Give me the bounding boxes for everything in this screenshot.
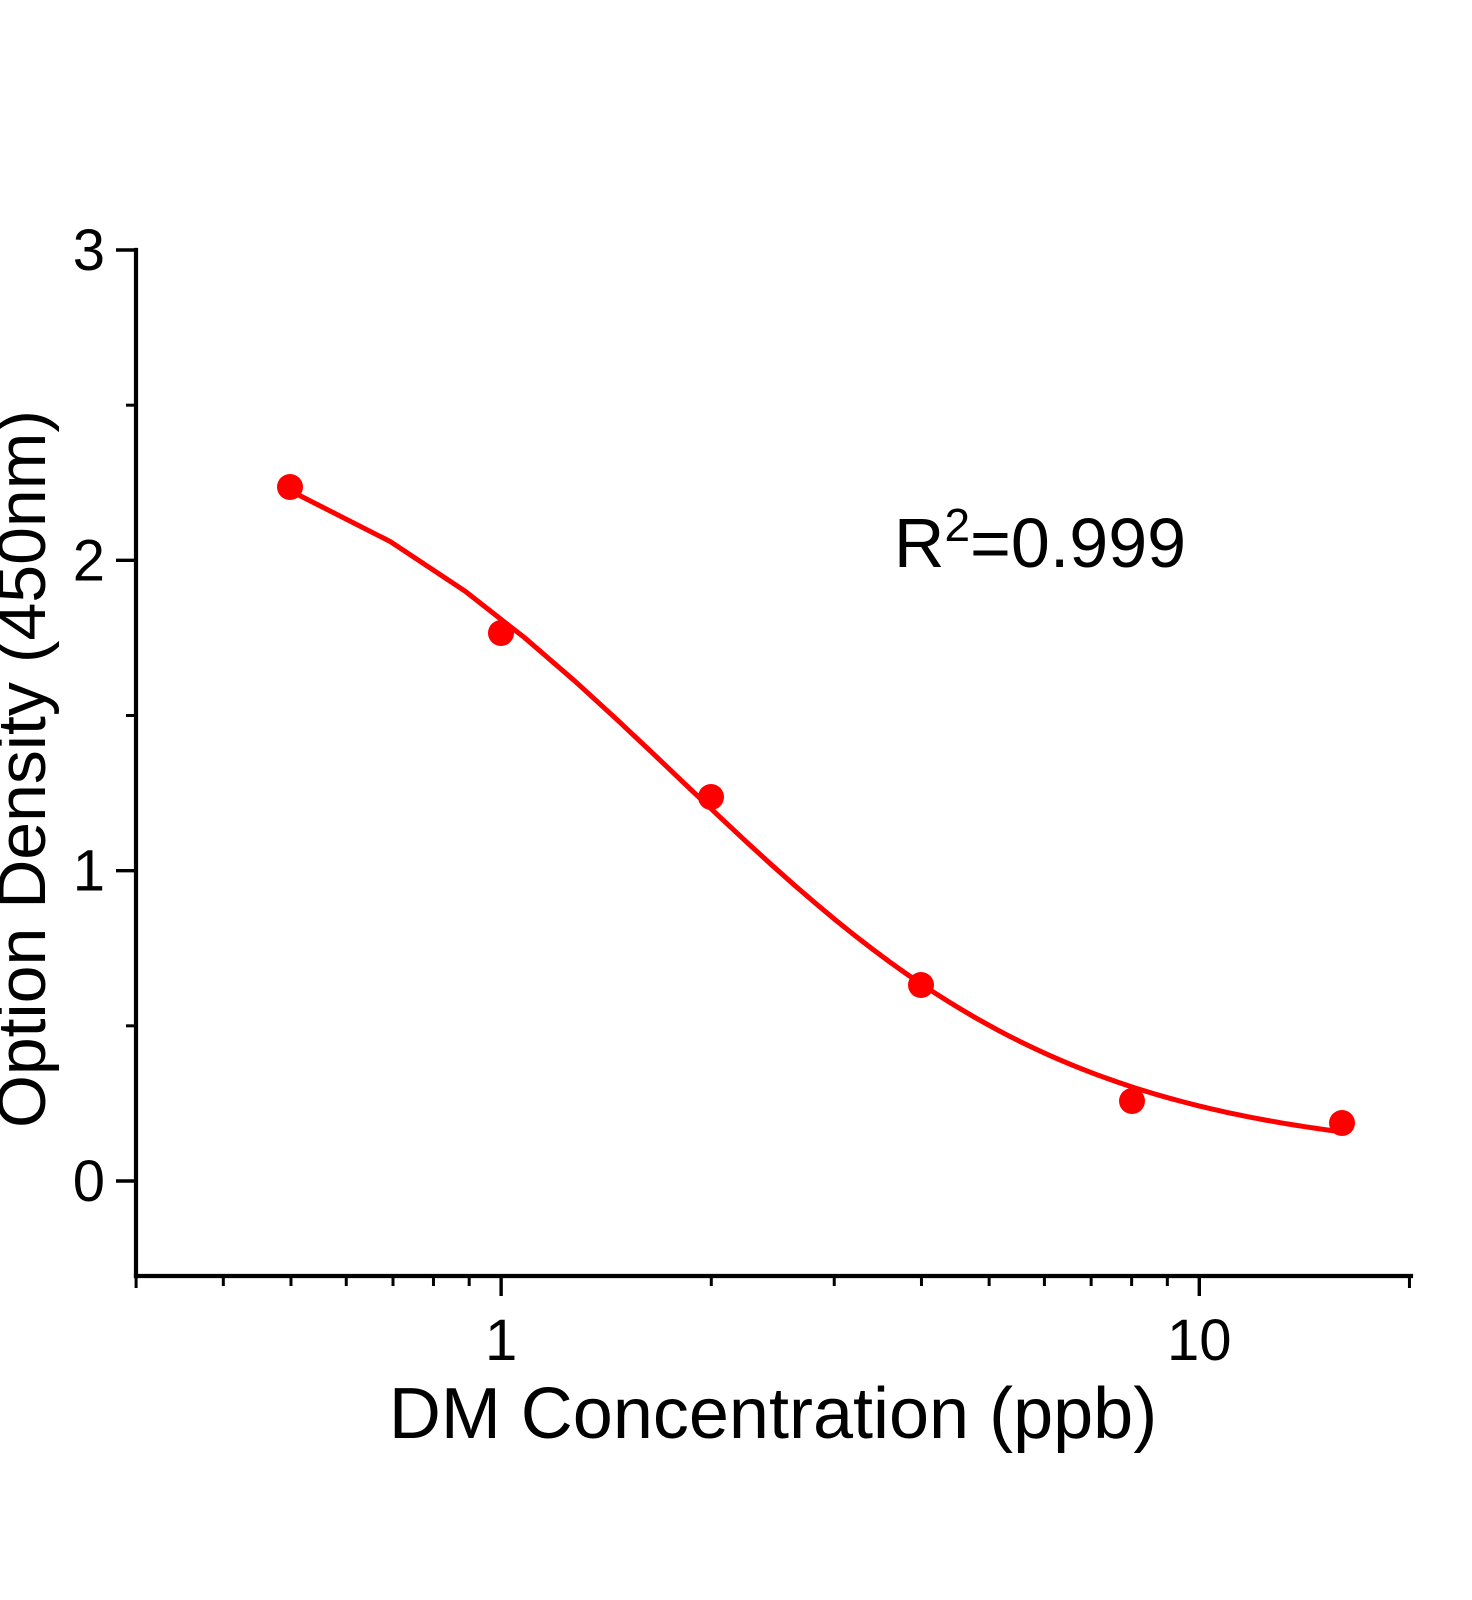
svg-text:0: 0 xyxy=(73,1149,105,1214)
svg-text:R2=0.999: R2=0.999 xyxy=(894,499,1186,582)
svg-text:Option Density (450nm): Option Density (450nm) xyxy=(0,410,60,1128)
svg-text:2: 2 xyxy=(73,528,105,593)
svg-text:10: 10 xyxy=(1167,1308,1232,1373)
svg-text:3: 3 xyxy=(73,218,105,283)
svg-text:DM Concentration (ppb): DM Concentration (ppb) xyxy=(389,1374,1157,1454)
svg-text:1: 1 xyxy=(485,1308,517,1373)
svg-text:1: 1 xyxy=(73,839,105,904)
